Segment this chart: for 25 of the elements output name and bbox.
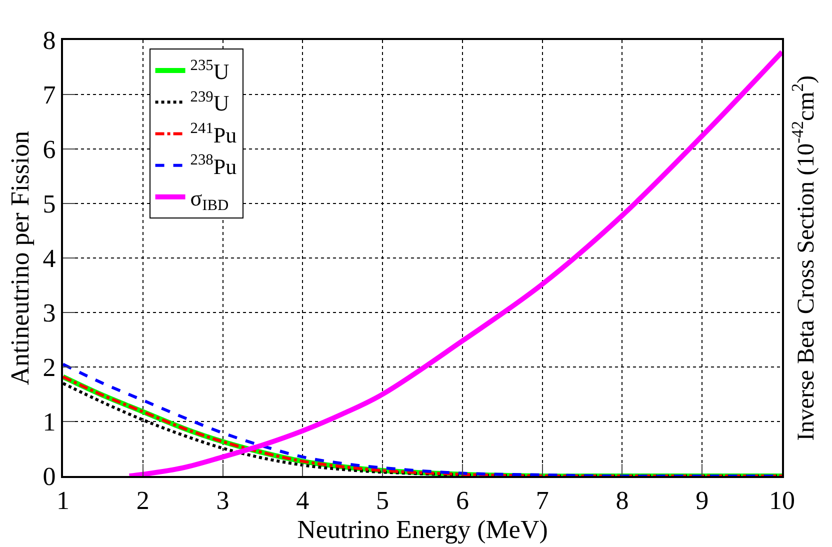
x-tick-label: 6 (456, 486, 469, 516)
y-tick-label: 2 (42, 353, 56, 382)
x-tick-label: 8 (616, 486, 629, 516)
x-tick-label: 2 (136, 486, 150, 516)
legend-label: $^{241}$Pu (190, 120, 237, 148)
x-axis-title: Neutrino Energy (MeV) (297, 515, 548, 544)
y-tick-label: 7 (42, 80, 56, 110)
x-tick-label: 7 (536, 486, 549, 516)
y-tick-label: 1 (42, 408, 56, 437)
x-tick-label: 9 (696, 486, 709, 516)
legend-label: $^{235}$U (190, 56, 230, 84)
legend-label: σ$_{IBD}$ (190, 186, 229, 214)
y-axis-title: Antineutrino per Fission (6, 130, 35, 386)
y-tick-label: 4 (42, 244, 56, 274)
y-tick-label: 6 (42, 135, 56, 164)
x-tick-label: 10 (769, 486, 795, 516)
x-tick-label: 4 (296, 486, 310, 516)
legend-label: $^{238}$Pu (190, 152, 237, 179)
x-tick-label: 5 (376, 486, 390, 516)
y-tick-label: 0 (42, 462, 56, 492)
legend-label: $^{239}$U (190, 88, 230, 116)
y-tick-label: 8 (42, 26, 56, 56)
y-tick-label: 5 (42, 190, 56, 219)
x-tick-label: 3 (216, 486, 230, 516)
y-tick-label: 3 (42, 298, 56, 328)
